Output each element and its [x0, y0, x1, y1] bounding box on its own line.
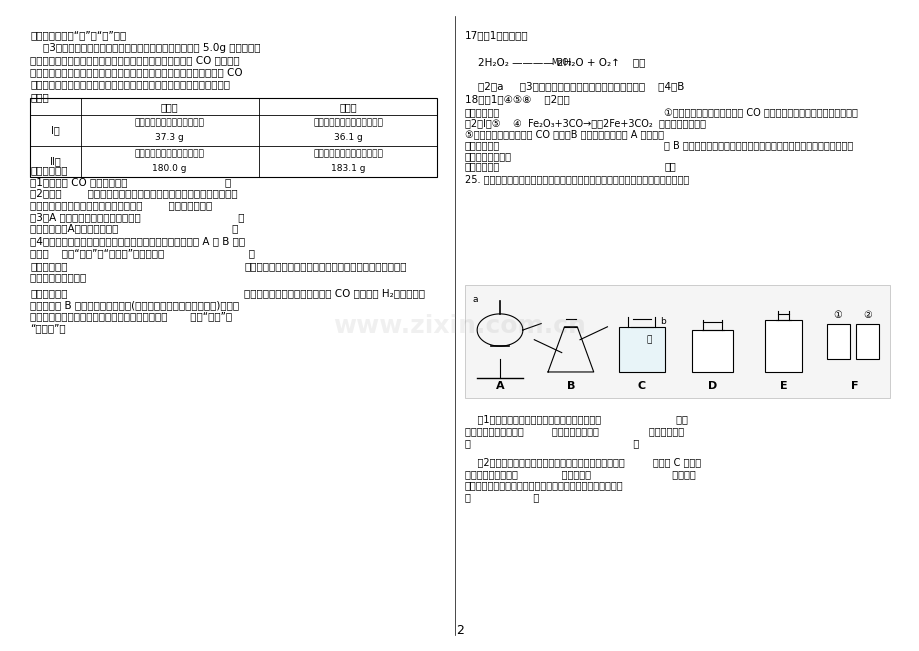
Text: 【反思评价】: 【反思评价】	[464, 140, 499, 150]
Text: 认为应该如何改进？: 认为应该如何改进？	[30, 273, 235, 283]
Text: Ⅰ组: Ⅰ组	[51, 126, 60, 135]
Text: 气体直至玻璇管冷却。反应前后称量相关装置和物质的总质量，其数据如: 气体直至玻璇管冷却。反应前后称量相关装置和物质的总质量，其数据如	[30, 79, 230, 90]
Text: 【拓展延伸】: 【拓展延伸】	[30, 288, 68, 298]
Text: 是                    。: 是 。	[464, 492, 539, 502]
Text: MnO₂: MnO₂	[550, 58, 572, 66]
Text: ①: ①	[833, 311, 842, 320]
Text: 是                                                    。: 是 。	[464, 438, 638, 448]
Text: 180.0 g: 180.0 g	[153, 163, 187, 173]
Text: 下表：: 下表：	[30, 92, 49, 102]
Text: 玻璇管和固体物质的总质量为: 玻璇管和固体物质的总质量为	[312, 118, 382, 128]
Text: 36.1 g: 36.1 g	[334, 133, 362, 141]
Bar	[826, 324, 849, 359]
Text: 其他合理答案）．: 其他合理答案）．	[464, 151, 511, 161]
Text: 18、（1）④⑤⑧    （2）丙: 18、（1）④⑤⑧ （2）丙	[464, 94, 569, 104]
Text: （2）a     （3）吸收空气中的二氧化碗，防止干扰实验    （4）B: （2）a （3）吸收空气中的二氧化碗，防止干扰实验 （4）B	[464, 81, 683, 92]
Text: “不可行”）: “不可行”）	[30, 323, 66, 333]
Text: 管，来确定该红色粉末的组成，你认为是否可行？       （填“可行”或: 管，来确定该红色粉末的组成，你认为是否可行？ （填“可行”或	[30, 311, 233, 322]
Text: a: a	[472, 294, 478, 303]
Text: 37.3 g: 37.3 g	[155, 133, 184, 141]
Text: 气，实验结束时要先              ，其理由是                          ，此时发: 气，实验结束时要先 ，其理由是 ，此时发	[464, 469, 695, 478]
Text: 接处？    （填“需要”或“不需要”），理由是                          。: 接处？ （填“需要”或“不需要”），理由是 。	[30, 248, 255, 258]
Text: 洗气瓶和瓶中物质的总质量为: 洗气瓶和瓶中物质的总质量为	[312, 149, 382, 158]
Text: 25. 某研究性学习小组欲利用下列装置进行相关气体制取的探究，请你分析并填空。: 25. 某研究性学习小组欲利用下列装置进行相关气体制取的探究，请你分析并填空。	[464, 174, 688, 184]
Bar	[856, 324, 878, 359]
Text: 水: 水	[646, 335, 651, 344]
Text: 【交流讨论】: 【交流讨论】	[30, 165, 68, 175]
Text: b: b	[659, 317, 665, 326]
Text: ②: ②	[862, 311, 870, 320]
Text: 【拓展延伸】: 【拓展延伸】	[464, 161, 499, 172]
Text: 玻璇管和红色粉末的总质量为: 玻璇管和红色粉末的总质量为	[134, 118, 204, 128]
Text: 实验中观察到A装置中的现象为                                   。: 实验中观察到A装置中的现象为 。	[30, 223, 238, 234]
Text: 一段时间后再加热使其充分反应。待反应完全后，停止加热，仍继续通 CO: 一段时间后再加热使其充分反应。待反应完全后，停止加热，仍继续通 CO	[30, 67, 243, 77]
Bar	[692, 330, 732, 372]
Text: （1）实验室制取二氧化碗的化学反应方程式是                        。应: （1）实验室制取二氧化碗的化学反应方程式是 。应	[464, 415, 686, 424]
Text: 183.1 g: 183.1 g	[330, 163, 365, 173]
Text: 反应前: 反应前	[161, 102, 178, 112]
Bar	[765, 320, 800, 372]
Bar	[30, 98, 437, 177]
Text: 【交流讨论】: 【交流讨论】	[464, 107, 499, 117]
Text: A: A	[495, 381, 504, 391]
Text: F: F	[850, 381, 857, 391]
Text: （3）A 装置中发生反应的化学方程式                              ；: （3）A 装置中发生反应的化学方程式 ；	[30, 212, 244, 222]
Text: （2）实验室加热高锰酸鿨取氧气时应选择的发生装置是         ，若用 C 收集氧: （2）实验室加热高锰酸鿨取氧气时应选择的发生装置是 ，若用 C 收集氧	[464, 457, 700, 467]
Text: 反同学指出：从环保角度，上右图装置有严重不足之处，你: 反同学指出：从环保角度，上右图装置有严重不足之处，你	[244, 261, 406, 271]
Text: （4）为了防止溶液倒吸，本实验停止加热前是否需要先断开 A 和 B 的连: （4）为了防止溶液倒吸，本实验停止加热前是否需要先断开 A 和 B 的连	[30, 236, 245, 247]
Text: 【反思评价】: 【反思评价】	[30, 261, 68, 271]
Text: 选择的气体发生装置是         ，气体收集装置是                ；验满的方法: 选择的气体发生装置是 ，气体收集装置是 ；验满的方法	[464, 426, 683, 436]
Text: 2H₂O₂ ———— 2H₂O + O₂↑    催化: 2H₂O₂ ———— 2H₂O + O₂↑ 催化	[464, 57, 644, 67]
Text: 璇管中，按上面右图在通风橱中进行实验。开始时缓缓通入 CO 气体，过: 璇管中，按上面右图在通风橱中进行实验。开始时缓缓通入 CO 气体，过	[30, 55, 240, 65]
Text: 的观点正确（填“乙”或“丙”）。: 的观点正确（填“乙”或“丙”）。	[30, 30, 126, 40]
Bar	[618, 327, 664, 372]
Text: 洗气瓶和所盛溶液的总质量为: 洗气瓶和所盛溶液的总质量为	[134, 149, 204, 158]
Text: （2）Ⅰ、⑤    ④  Fe₂O₃+3CO→高温2Fe+3CO₂  部分红色粉末变黑: （2）Ⅰ、⑤ ④ Fe₂O₃+3CO→高温2Fe+3CO₂ 部分红色粉末变黑	[464, 118, 705, 128]
Text: 在 B 装置后放一燃着的酒精灯将剩余气体烧掉（或用塑料袋等收集，或: 在 B 装置后放一燃着的酒精灯将剩余气体烧掉（或用塑料袋等收集，或	[664, 140, 853, 150]
Text: C: C	[637, 381, 645, 391]
Text: ①排净装置中的空气（或防止 CO 和装置中的空气混合受热发生爆炸）: ①排净装置中的空气（或防止 CO 和装置中的空气混合受热发生爆炸）	[664, 107, 857, 117]
Text: 2: 2	[456, 624, 463, 637]
Text: 可行: 可行	[664, 161, 675, 172]
Text: （3）丁同学为进一步确定红色粉末的组成，称取该粉末 5.0g 装入硬质玻: （3）丁同学为进一步确定红色粉末的组成，称取该粉末 5.0g 装入硬质玻	[30, 43, 260, 53]
Text: （2）选择        组的实验数据计算来确定红色粉末的组成，最终计算结: （2）选择 组的实验数据计算来确定红色粉末的组成，最终计算结	[30, 189, 238, 199]
Text: 17、（1）长颈漏斗: 17、（1）长颈漏斗	[464, 30, 528, 40]
Text: 上面右图中 B 装置换成盛有硷石灿(生石灿和氪氧化钓固体混合物)的干燥: 上面右图中 B 装置换成盛有硷石灿(生石灿和氪氧化钓固体混合物)的干燥	[30, 299, 239, 310]
Text: 现水槽中的水变成了浅紫红色，你认为产生该现象的原因可能: 现水槽中的水变成了浅紫红色，你认为产生该现象的原因可能	[464, 480, 622, 490]
Text: Ⅱ组: Ⅱ组	[50, 156, 61, 167]
Bar	[464, 285, 889, 398]
Text: B: B	[566, 381, 574, 391]
Text: （1）中先通 CO 气体的作用是                              。: （1）中先通 CO 气体的作用是 。	[30, 177, 232, 187]
Text: E: E	[778, 381, 787, 391]
Text: D: D	[708, 381, 717, 391]
Text: 有同学提出丁同学上述实验中的 CO 还可以用 H₂代替，并将: 有同学提出丁同学上述实验中的 CO 还可以用 H₂代替，并将	[244, 288, 425, 298]
Text: ⑤不需要，因为一直通入 CO 气体，B 中溶液不会倒吸到 A 装置中。: ⑤不需要，因为一直通入 CO 气体，B 中溶液不会倒吸到 A 装置中。	[464, 130, 663, 139]
Text: www.zixin.com.cn: www.zixin.com.cn	[334, 314, 585, 337]
Text: 果表明：该红色粉末的组成是猜想中的第        组（填序号）。: 果表明：该红色粉末的组成是猜想中的第 组（填序号）。	[30, 201, 212, 210]
Text: 反应后: 反应后	[339, 102, 357, 112]
